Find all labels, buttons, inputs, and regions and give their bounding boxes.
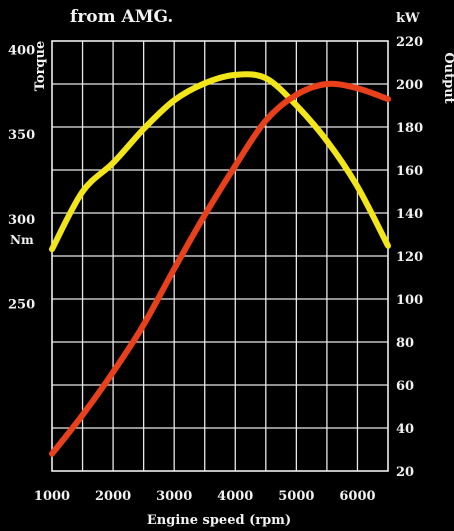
- right-tick-label: 220: [396, 35, 423, 50]
- right-axis-unit: kW: [396, 11, 420, 26]
- right-tick-label: 200: [396, 78, 423, 93]
- right-tick-label: 140: [396, 207, 423, 222]
- curves: [49, 71, 391, 457]
- x-tick-label: 1000: [34, 489, 70, 504]
- right-axis-title: Output: [441, 52, 454, 103]
- left-axis-title: Torque: [33, 41, 48, 92]
- right-tick-label: 160: [396, 164, 423, 179]
- right-tick-label: 60: [396, 379, 414, 394]
- x-tick-label: 5000: [278, 489, 314, 504]
- grid-lines: [52, 41, 388, 471]
- left-tick-label: 300: [8, 213, 35, 228]
- chart-title: from AMG.: [70, 7, 173, 27]
- output-curve: [49, 80, 391, 457]
- left-tick-label: 400: [8, 43, 35, 58]
- x-tick-label: 2000: [95, 489, 131, 504]
- x-tick-label: 6000: [339, 489, 375, 504]
- right-tick-label: 20: [396, 465, 414, 480]
- torque-curve: [49, 71, 391, 253]
- left-axis-unit: Nm: [10, 233, 34, 247]
- right-tick-label: 40: [396, 422, 414, 437]
- x-tick-label: 4000: [217, 489, 253, 504]
- right-tick-label: 120: [396, 250, 423, 265]
- left-tick-label: 250: [8, 297, 35, 312]
- tick-labels: 1000 2000 3000 4000 5000 6000 20 40 60 80 100 120 14…: [8, 35, 423, 504]
- right-tick-label: 80: [396, 336, 414, 351]
- x-axis-title: Engine speed (rpm): [147, 513, 291, 528]
- left-tick-label: 350: [8, 128, 35, 143]
- right-tick-label: 100: [396, 293, 423, 308]
- right-tick-label: 180: [396, 121, 423, 136]
- x-tick-label: 3000: [156, 489, 192, 504]
